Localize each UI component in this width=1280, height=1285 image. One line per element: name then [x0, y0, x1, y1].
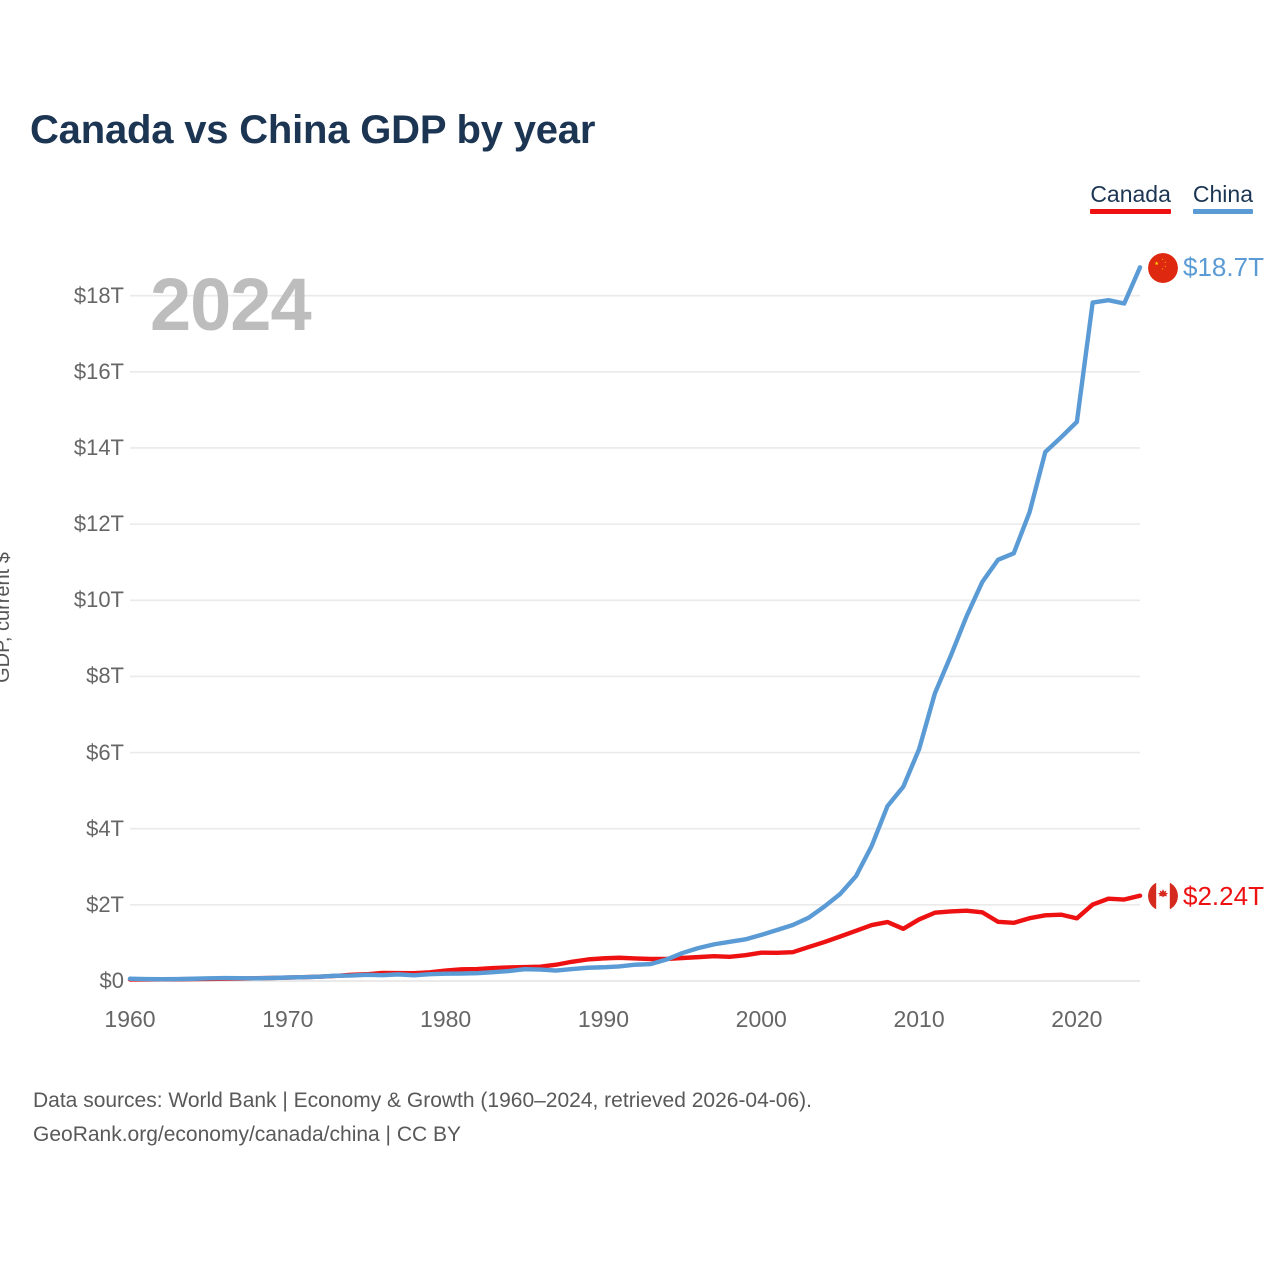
china-flag-icon: [1148, 252, 1178, 283]
legend-label-china: China: [1192, 181, 1253, 207]
legend-swatch-canada: [1090, 209, 1171, 215]
footer-sources: Data sources: World Bank | Economy & Gro…: [33, 1084, 812, 1152]
endpoint-label-china: $18.7T: [1148, 252, 1264, 283]
canada-flag-icon: [1148, 881, 1178, 912]
x-tick-label: 1980: [420, 1006, 472, 1032]
y-axis-ticks: $0 $2T $4T $6T $8T $10T $12T $14T $16T $18T: [0, 0, 124, 1280]
y-tick-label: $8T: [86, 663, 124, 689]
endpoint-value-canada: $2.24T: [1183, 880, 1264, 911]
y-tick-label: $14T: [73, 434, 124, 460]
y-tick-label: $0: [99, 968, 124, 993]
legend-item-canada[interactable]: Canada: [1090, 181, 1171, 215]
legend-item-china[interactable]: China: [1192, 181, 1253, 215]
x-tick-label: 2010: [893, 1006, 945, 1032]
x-tick-label: 2000: [735, 1006, 787, 1032]
endpoint-label-canada: $2.24T: [1148, 881, 1264, 912]
watermark-year: 2024: [150, 263, 312, 346]
y-tick-label: $18T: [73, 282, 124, 308]
footer-line-1: Data sources: World Bank | Economy & Gro…: [33, 1089, 812, 1112]
x-tick-label: 1970: [262, 1006, 314, 1032]
y-tick-label: $2T: [86, 891, 124, 917]
legend-swatch-china: [1192, 209, 1253, 215]
y-tick-label: $10T: [73, 587, 124, 613]
x-tick-label: 2020: [1051, 1006, 1103, 1032]
x-tick-label: 1990: [577, 1006, 630, 1032]
y-tick-label: $6T: [86, 739, 124, 765]
x-tick-label: 1960: [104, 1006, 156, 1032]
footer-line-2: GeoRank.org/economy/canada/china | CC BY: [33, 1123, 462, 1147]
legend-label-canada: Canada: [1090, 181, 1171, 207]
endpoint-value-china: $18.7T: [1183, 252, 1264, 283]
chart-legend: Canada China: [1090, 181, 1253, 215]
page-title: Canada vs China GDP by year: [30, 108, 596, 152]
y-tick-label: $12T: [73, 511, 124, 537]
y-axis-title: GDP, current $: [0, 552, 14, 683]
y-tick-label: $4T: [86, 815, 124, 841]
series-line-china: [127, 265, 1143, 982]
y-tick-label: $16T: [73, 358, 124, 384]
